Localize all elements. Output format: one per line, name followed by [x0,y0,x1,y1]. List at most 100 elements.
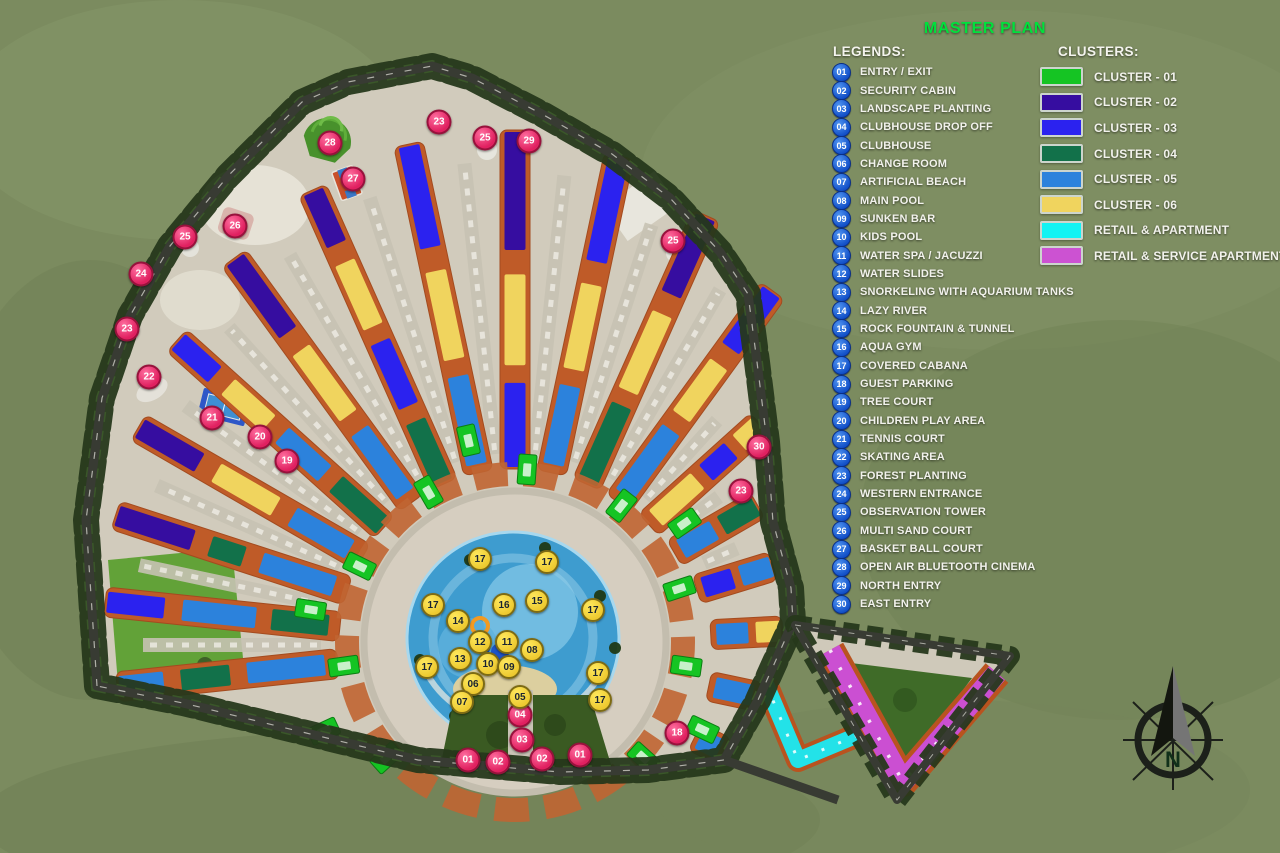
map-marker-17: 17 [421,593,445,617]
map-marker-15: 15 [525,589,549,613]
legend-item: 21 TENNIS COURT [832,429,1074,449]
map-marker-03: 03 [509,727,535,753]
map-marker-23: 23 [114,316,140,342]
legend-item-label: ENTRY / EXIT [860,66,933,79]
legend-number-badge: 23 [832,466,851,486]
legend-item-label: CHILDREN PLAY AREA [860,414,986,427]
legend-item: 18 GUEST PARKING [832,374,1074,394]
map-marker-17: 17 [581,598,605,622]
legend-number-badge: 21 [832,429,851,449]
legend-panel: 01 ENTRY / EXIT 02 SECURITY CABIN 03 LAN… [832,62,1074,614]
compass-rose-icon: N [1118,660,1228,792]
map-marker-02: 02 [529,746,555,772]
legend-item: 06 CHANGE ROOM [832,154,1074,174]
legend-item: 03 LANDSCAPE PLANTING [832,99,1074,119]
legend-item-label: WATER SPA / JACUZZI [860,249,983,262]
map-marker-02: 02 [485,749,511,775]
legend-item: 10 KIDS POOL [832,227,1074,247]
cluster-item-label: CLUSTER - 06 [1094,197,1178,212]
cluster-color-swatch [1040,67,1083,87]
cluster-item: RETAIL & SERVICE APARTMENT [1040,243,1280,269]
building-rows [103,129,784,764]
perimeter-roads [73,53,1020,810]
map-marker-22: 22 [136,364,162,390]
cluster-item: CLUSTER - 05 [1040,166,1280,192]
legend-item-label: WATER SLIDES [860,267,945,280]
map-marker-07: 07 [450,690,474,714]
legend-item: 12 WATER SLIDES [832,264,1074,284]
legend-number-badge: 19 [832,392,851,412]
legend-item: 01 ENTRY / EXIT [832,62,1074,82]
cluster-item-label: CLUSTER - 05 [1094,172,1178,187]
legend-item: 09 SUNKEN BAR [832,209,1074,229]
legend-item-label: SUNKEN BAR [860,212,936,225]
cluster-item-label: CLUSTER - 03 [1094,120,1178,135]
legend-item-label: GUEST PARKING [860,378,954,391]
legend-item: 11 WATER SPA / JACUZZI [832,246,1074,266]
legend-item: 24 WESTERN ENTRANCE [832,484,1074,504]
legend-item-label: COVERED CABANA [860,359,968,372]
legend-item-label: TREE COURT [860,396,934,409]
map-marker-17: 17 [468,547,492,571]
cluster-color-swatch [1040,118,1083,138]
map-marker-20: 20 [247,424,273,450]
legend-number-badge: 17 [832,356,851,376]
legend-item-label: OBSERVATION TOWER [860,506,987,519]
map-marker-23: 23 [728,478,754,504]
legend-number-badge: 13 [832,282,851,302]
legend-item-label: LANDSCAPE PLANTING [860,102,992,115]
map-marker-28: 28 [317,130,343,156]
cluster-color-swatch [1040,169,1083,189]
legend-item: 26 MULTI SAND COURT [832,521,1074,541]
legend-item-label: BASKET BALL COURT [860,543,983,556]
cluster-item: CLUSTER - 03 [1040,115,1280,141]
map-marker-18: 18 [664,720,690,746]
legend-item: 22 SKATING AREA [832,447,1074,467]
cluster-color-swatch [1040,144,1083,164]
map-marker-09: 09 [497,655,521,679]
cluster-color-swatch [1040,195,1083,215]
legend-item-label: MULTI SAND COURT [860,524,973,537]
legend-item-label: CLUBHOUSE [860,139,932,152]
map-marker-29: 29 [516,128,542,154]
map-marker-01: 01 [567,742,593,768]
legend-number-badge: 07 [832,172,851,192]
cluster-item: CLUSTER - 02 [1040,90,1280,116]
cluster-item: RETAIL & APARTMENT [1040,218,1280,244]
legend-number-badge: 20 [832,411,851,431]
legend-number-badge: 04 [832,117,851,137]
legend-item: 29 NORTH ENTRY [832,576,1074,596]
legend-item: 04 CLUBHOUSE DROP OFF [832,117,1074,137]
legend-number-badge: 08 [832,191,851,211]
legend-number-badge: 12 [832,264,851,284]
legend-item: 05 CLUBHOUSE [832,136,1074,156]
cluster-item: CLUSTER - 01 [1040,64,1280,90]
page-title: MASTER PLAN [923,20,1047,37]
map-marker-12: 12 [468,630,492,654]
legend-item: 07 ARTIFICIAL BEACH [832,172,1074,192]
legend-number-badge: 09 [832,209,851,229]
map-marker-13: 13 [448,647,472,671]
map-marker-27: 27 [340,166,366,192]
clusters-panel: CLUSTER - 01 CLUSTER - 02 CLUSTER - 03 C… [1040,64,1280,269]
legend-item-label: OPEN AIR BLUETOOTH CINEMA [860,561,1036,574]
cluster-color-swatch [1040,246,1083,266]
cluster-item-label: CLUSTER - 02 [1094,95,1178,110]
legend-number-badge: 30 [832,594,851,614]
map-marker-19: 19 [274,448,300,474]
map-marker-05: 05 [508,685,532,709]
map-marker-14: 14 [446,609,470,633]
legend-item: 23 FOREST PLANTING [832,466,1074,486]
clusters-heading: CLUSTERS: [1058,44,1139,59]
legend-item-label: CHANGE ROOM [860,157,948,170]
legend-item: 19 TREE COURT [832,392,1074,412]
legend-item: 08 MAIN POOL [832,191,1074,211]
cluster-item-label: CLUSTER - 04 [1094,146,1178,161]
legend-item: 14 LAZY RIVER [832,301,1074,321]
cluster-item: CLUSTER - 04 [1040,141,1280,167]
legend-number-badge: 24 [832,484,851,504]
